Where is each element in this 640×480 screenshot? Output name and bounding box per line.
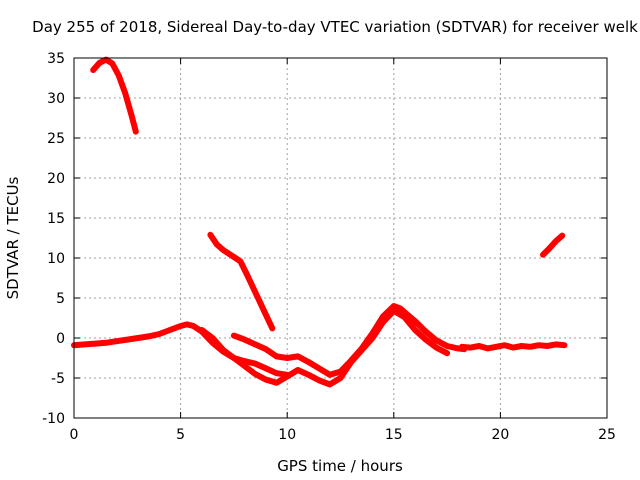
x-tick-label: 5: [176, 427, 185, 443]
grid: [74, 58, 607, 418]
x-tick-label: 25: [598, 427, 616, 443]
chart-title: Day 255 of 2018, Sidereal Day-to-day VTE…: [32, 18, 638, 36]
ticks: [73, 57, 608, 419]
y-tick-label: 10: [47, 251, 65, 267]
series-arc-1: [90, 56, 139, 135]
y-tick-label: 0: [56, 331, 65, 347]
y-tick-labels: -10 -5 0 5 10 15 20 25 30 35: [42, 51, 65, 427]
y-tick-label: 15: [47, 211, 65, 227]
series-arc-4: [71, 321, 291, 378]
series-arc-6: [198, 307, 451, 388]
y-tick-label: -10: [42, 411, 65, 427]
plot-frame: [73, 57, 608, 419]
y-tick-label: 30: [47, 91, 65, 107]
series-arc-3: [540, 232, 566, 258]
x-tick-labels: 0 5 10 15 20 25: [70, 427, 616, 443]
series-arc-7: [459, 341, 568, 352]
series-layer: [71, 56, 568, 388]
y-tick-label: 25: [47, 131, 65, 147]
x-axis-label: GPS time / hours: [277, 457, 403, 475]
x-tick-label: 0: [70, 427, 79, 443]
x-tick-label: 10: [278, 427, 296, 443]
y-tick-label: 20: [47, 171, 65, 187]
y-tick-label: 35: [47, 51, 65, 67]
x-tick-label: 15: [385, 427, 403, 443]
y-tick-label: -5: [51, 371, 65, 387]
x-tick-label: 20: [491, 427, 509, 443]
y-axis-label: SDTVAR / TECUs: [4, 176, 22, 299]
series-arc-2: [207, 231, 276, 332]
y-tick-label: 5: [56, 291, 65, 307]
